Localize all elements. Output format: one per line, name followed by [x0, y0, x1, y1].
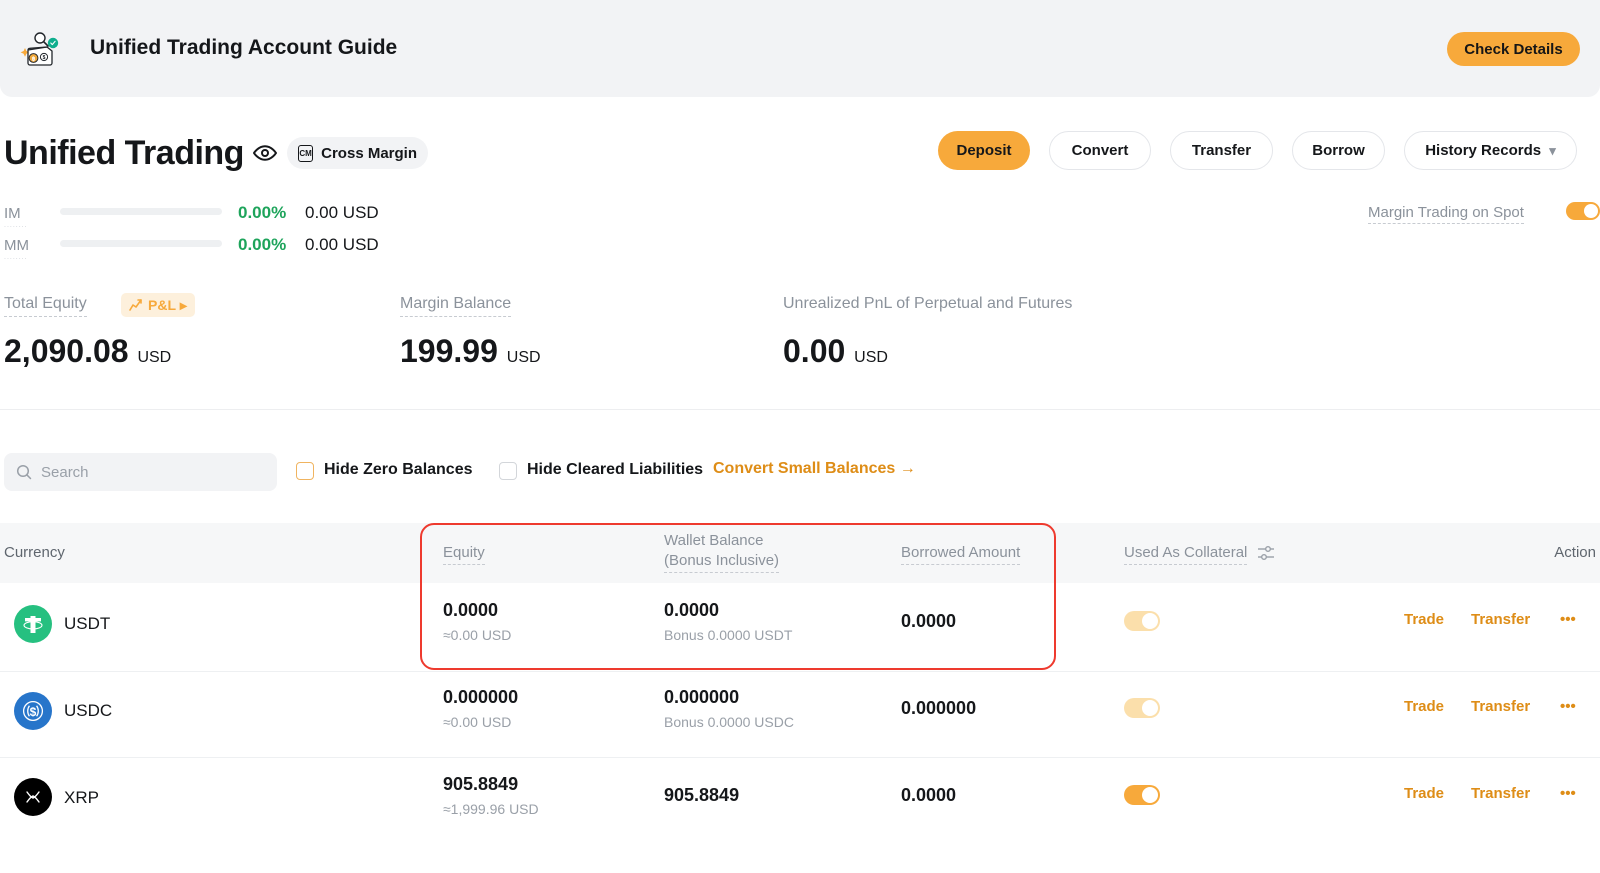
svg-text:$: $ — [30, 705, 37, 719]
svg-text:฿: ฿ — [32, 56, 35, 62]
svg-text:$: $ — [43, 55, 46, 61]
